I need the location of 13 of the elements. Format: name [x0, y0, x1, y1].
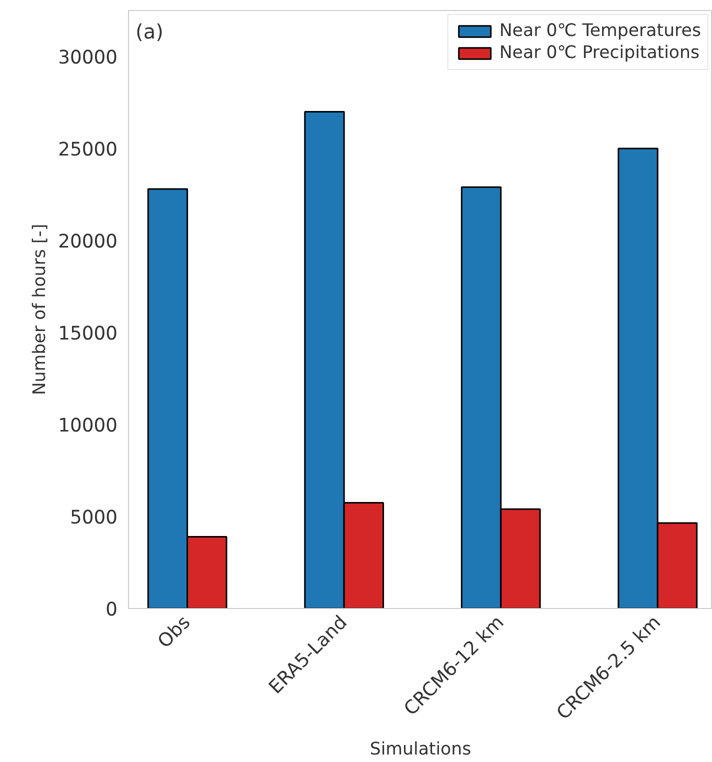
y-tick-label: 10000: [58, 416, 118, 436]
x-axis-title: Simulations: [370, 739, 472, 760]
y-axis-title: Number of hours [-]: [30, 224, 50, 396]
x-tick-label: Obs: [154, 612, 195, 653]
y-tick-label: 5000: [70, 508, 118, 528]
legend-label: Near 0℃ Precipitations: [499, 43, 700, 63]
y-tick-label: 20000: [58, 232, 118, 252]
annotation: (a): [136, 19, 164, 44]
y-tick-label: 25000: [58, 140, 118, 160]
legend-label: Near 0℃ Temperatures: [499, 21, 701, 41]
y-tick-label: 30000: [58, 48, 118, 68]
y-tick-label: 15000: [58, 324, 118, 344]
y-tick-label: 0: [106, 600, 118, 620]
